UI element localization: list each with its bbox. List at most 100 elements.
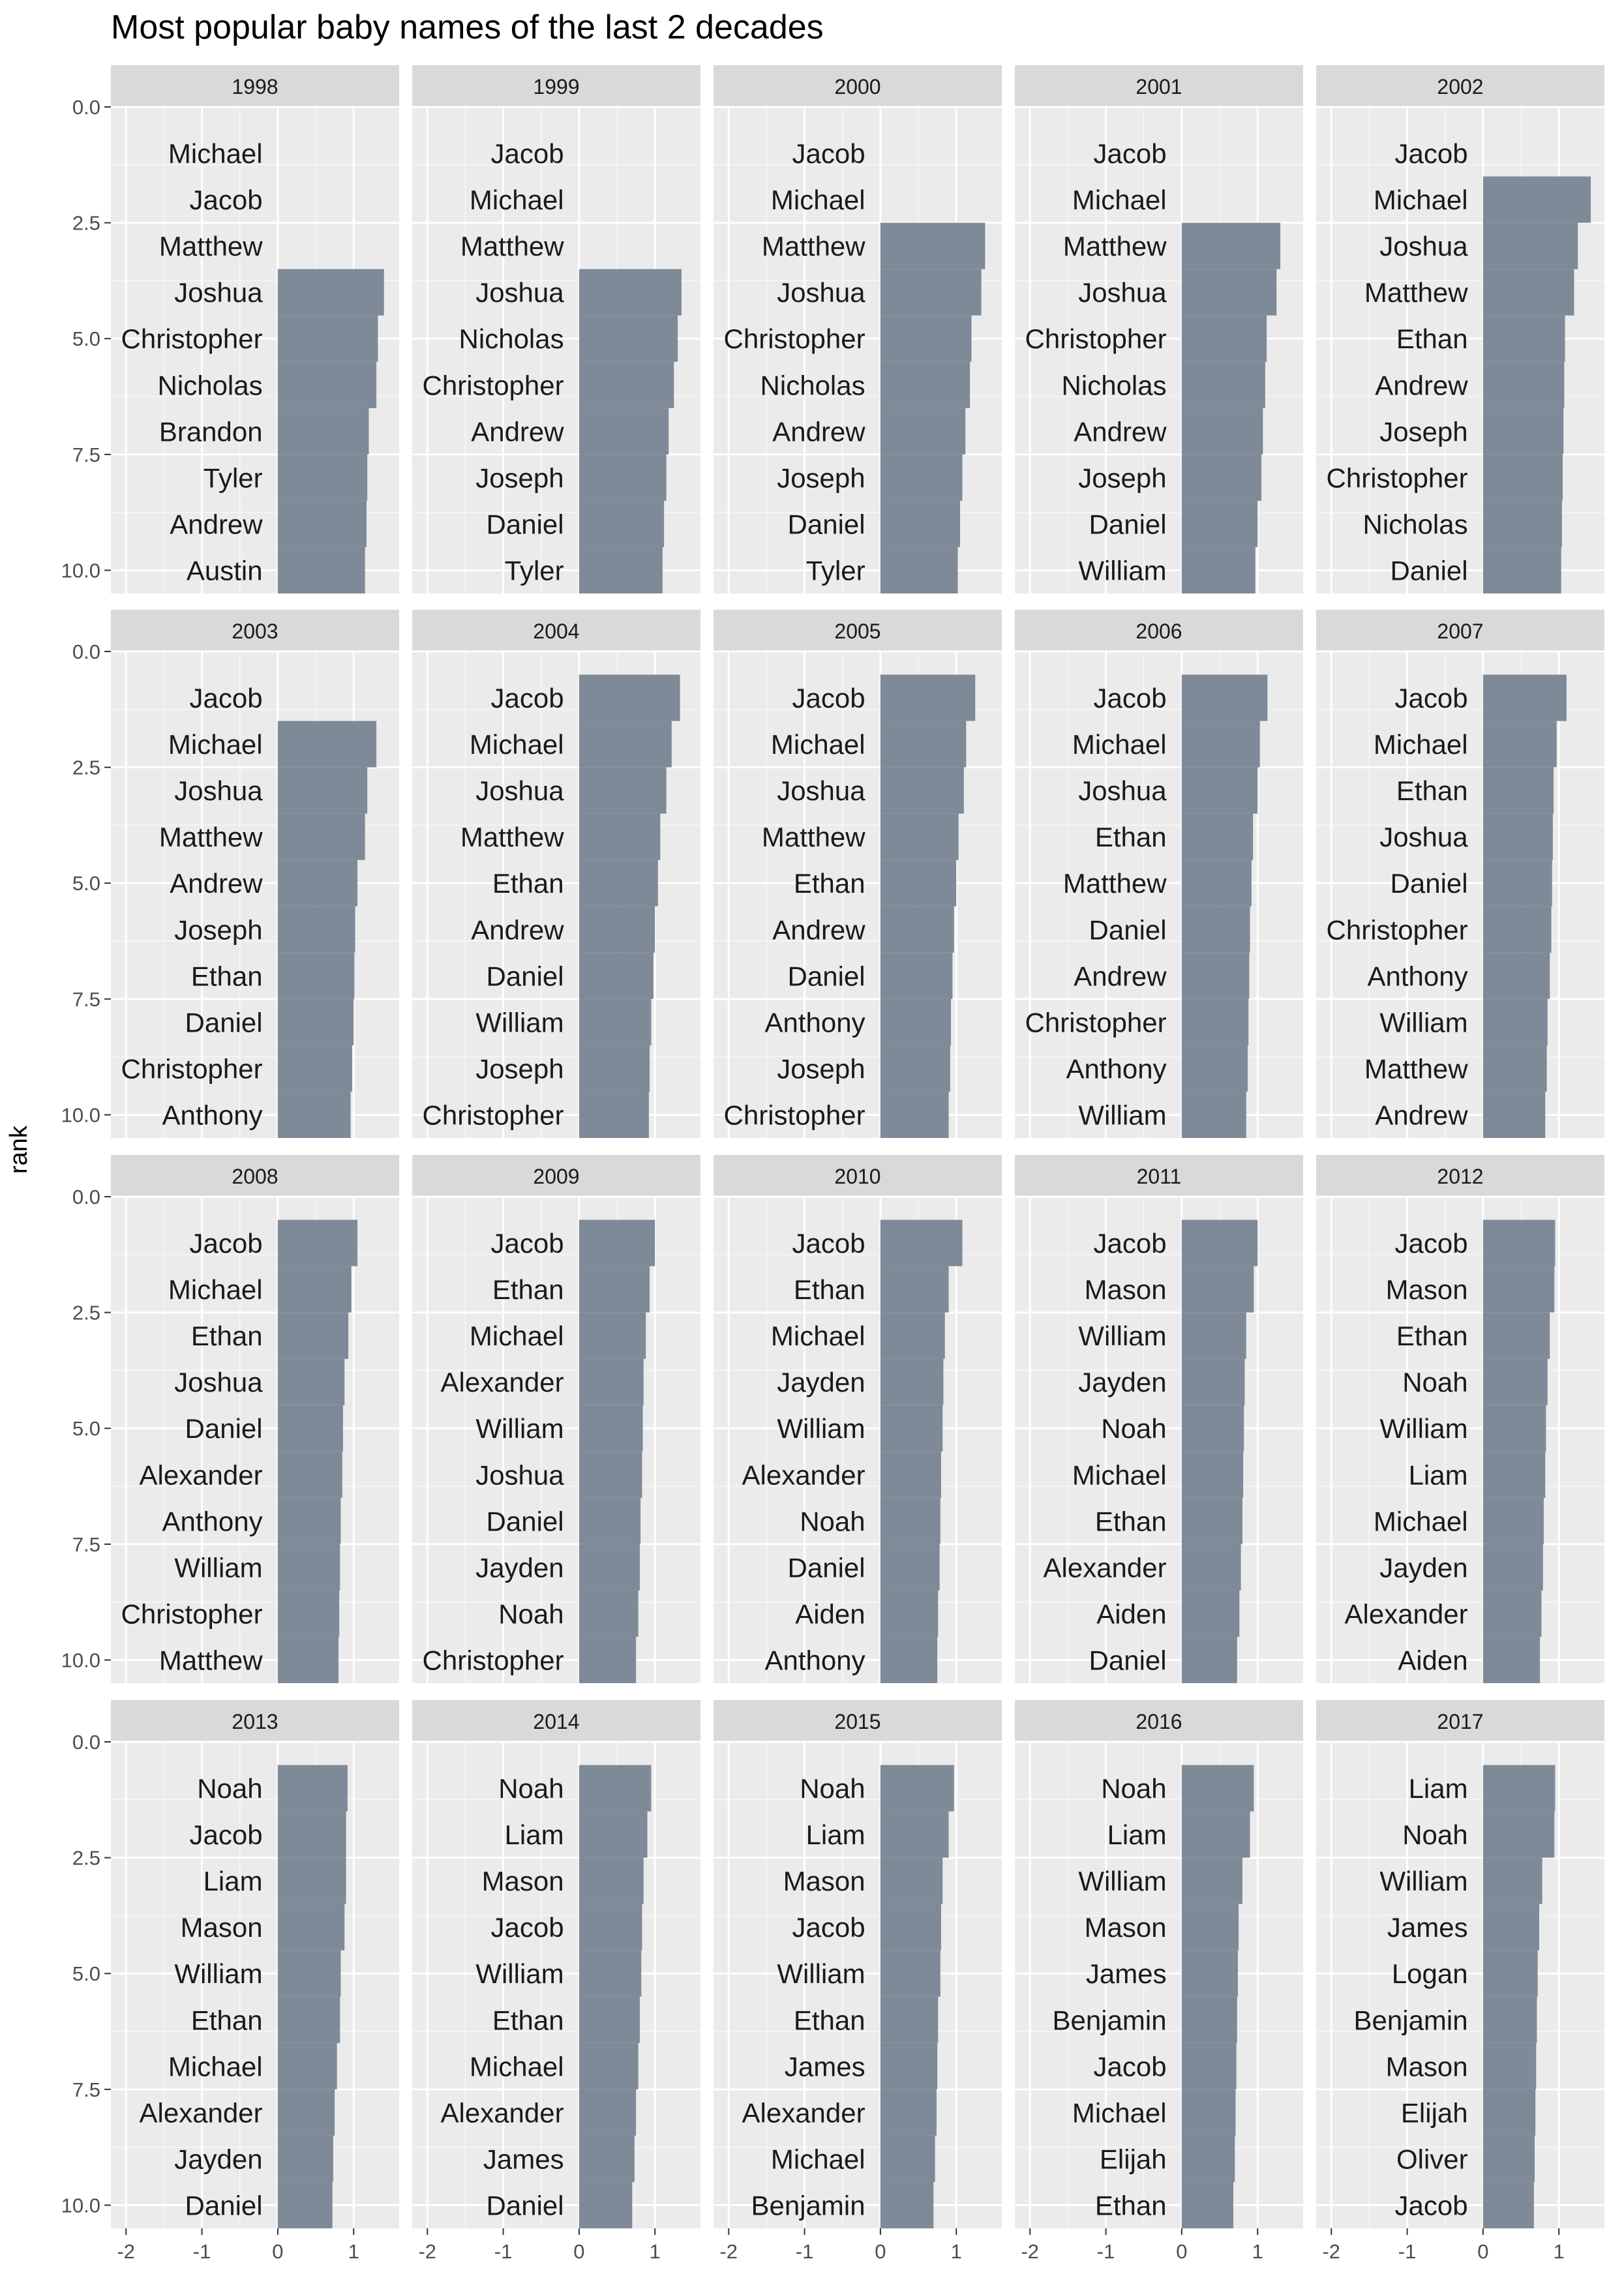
name-label: Andrew: [471, 416, 564, 447]
facet-strip-label: 2003: [232, 620, 278, 643]
bar: [579, 2042, 639, 2089]
name-label: Ethan: [191, 961, 263, 991]
bar: [277, 546, 365, 593]
name-label: Anthony: [765, 1007, 865, 1038]
bar: [277, 1091, 351, 1138]
bar: [277, 860, 358, 906]
bar: [277, 1405, 343, 1452]
bar: [579, 315, 678, 362]
name-label: Nicholas: [760, 370, 865, 400]
bar: [1482, 2042, 1537, 2089]
name-label: Benjamin: [751, 2190, 865, 2221]
bar: [880, 408, 966, 455]
bar: [1181, 1091, 1246, 1138]
bar: [1482, 222, 1578, 269]
name-label: Daniel: [185, 1413, 263, 1444]
bar: [277, 1950, 341, 1997]
bar: [1181, 1636, 1237, 1683]
bar: [1482, 952, 1550, 999]
y-tick-label: 10.0: [61, 1103, 100, 1126]
name-label: Jacob: [1094, 683, 1167, 713]
name-label: Joshua: [1078, 277, 1167, 308]
bar: [1181, 998, 1249, 1045]
name-label: James: [1086, 1958, 1167, 1989]
facet-strip: [412, 1155, 700, 1197]
y-tick-label: 7.5: [72, 2078, 100, 2101]
name-label: Michael: [168, 138, 263, 169]
facet-strip: [714, 1155, 1002, 1197]
bar: [1181, 1358, 1245, 1405]
bar: [880, 2181, 934, 2228]
bar: [880, 1266, 949, 1313]
bar: [579, 813, 661, 860]
name-label: Jacob: [1395, 138, 1468, 169]
bar: [880, 674, 976, 721]
bar: [1181, 546, 1256, 593]
bar: [277, 1358, 345, 1405]
name-label: Andrew: [170, 868, 263, 899]
name-label: Michael: [470, 1321, 564, 1351]
bar: [277, 813, 365, 860]
name-label: Benjamin: [1354, 2005, 1468, 2035]
y-tick-label: 10.0: [61, 2194, 100, 2217]
y-tick-label: 10.0: [61, 1649, 100, 1671]
bar: [579, 767, 667, 814]
bar: [1181, 2089, 1236, 2136]
name-label: Christopher: [724, 1100, 865, 1130]
bar: [277, 1811, 346, 1858]
facet-panel-1999: 1999 Jacob Michael Matthew Joshua Nicholas Chr…: [412, 65, 700, 593]
x-tick-label: 0: [272, 2240, 283, 2263]
bar: [579, 1497, 641, 1544]
bar: [880, 222, 985, 269]
name-label: Michael: [1072, 1459, 1167, 1490]
name-label: William: [174, 1552, 262, 1583]
name-label: Benjamin: [1053, 2005, 1167, 2035]
y-tick-label: 5.0: [72, 1417, 100, 1440]
facet-panel-2009: 2009 Jacob Ethan Michael Alexander William Jos…: [412, 1155, 700, 1683]
name-label: William: [1078, 1866, 1166, 1896]
name-label: Michael: [470, 185, 564, 215]
name-label: Daniel: [487, 509, 564, 539]
facet-strip: [412, 65, 700, 107]
bar: [579, 1091, 649, 1138]
bar: [277, 408, 369, 455]
name-label: Daniel: [487, 961, 564, 991]
name-label: Andrew: [772, 914, 865, 945]
name-label: Alexander: [441, 2097, 564, 2128]
facet-strip-label: 2016: [1135, 1710, 1182, 1733]
bar: [579, 1996, 640, 2043]
name-label: William: [1379, 1866, 1467, 1896]
bar: [1482, 813, 1553, 860]
bar: [579, 1544, 640, 1591]
bar: [1181, 1950, 1238, 1997]
name-label: Christopher: [121, 1598, 263, 1629]
name-label: Alexander: [742, 2097, 865, 2128]
name-label: Liam: [806, 1819, 865, 1850]
bar: [579, 1451, 642, 1498]
name-label: Christopher: [121, 323, 263, 354]
name-label: Liam: [505, 1819, 564, 1850]
facet-panel-1998: 1998 Michael Jacob Matthew Joshua Christopher…: [61, 65, 399, 593]
bar: [277, 2181, 333, 2228]
x-tick-label: -2: [418, 2240, 436, 2263]
facet-strip-label: 2001: [1135, 75, 1182, 98]
facet-strip-label: 2015: [834, 1710, 880, 1733]
bar: [1482, 767, 1554, 814]
name-label: Nicholas: [459, 323, 564, 354]
facet-panel-2008: 2008 Jacob Michael Ethan Joshua Daniel Alexand…: [61, 1155, 399, 1683]
bar: [277, 1312, 349, 1359]
bar: [1482, 1358, 1548, 1405]
bar: [1181, 2181, 1233, 2228]
name-label: Alexander: [140, 2097, 263, 2128]
bar: [579, 500, 665, 547]
facet-strip: [1316, 1700, 1604, 1742]
bar: [1482, 408, 1564, 455]
name-label: Noah: [1101, 1413, 1166, 1444]
bar: [579, 1590, 639, 1637]
name-label: Joseph: [777, 462, 865, 493]
facet-panel-2015: 2015 Noah Liam Mason Jacob William Ethan James A…: [714, 1700, 1002, 2263]
bar: [1482, 2135, 1535, 2182]
name-label: Daniel: [185, 1007, 263, 1038]
bar: [1181, 952, 1250, 999]
